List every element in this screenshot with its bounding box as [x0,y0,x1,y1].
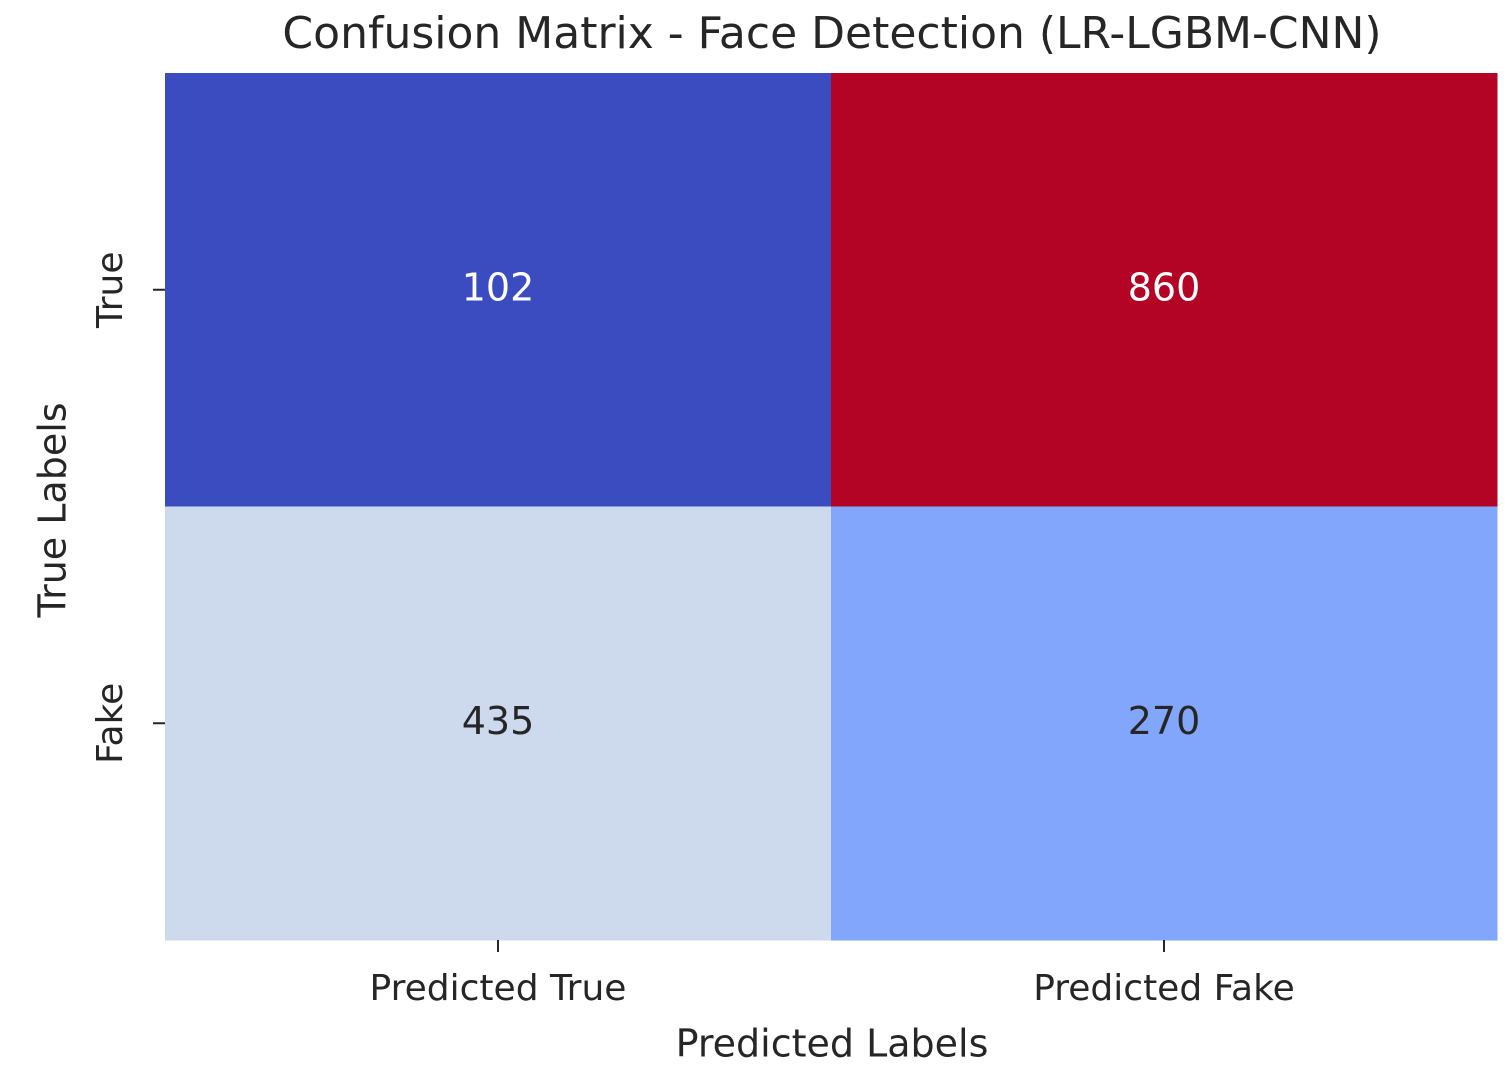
chart-title: Confusion Matrix - Face Detection (LR-LG… [282,8,1381,59]
heatmap-cell [831,73,1498,507]
heatmap-cell [165,506,832,941]
x-tick-label: Predicted Fake [1033,968,1295,1009]
cell-value-label: 102 [462,265,535,309]
y-axis-label: True Labels [31,402,75,618]
y-tick-label: Fake [90,683,131,764]
cell-value-label: 435 [462,699,535,743]
x-tick-label: Predicted True [370,968,627,1009]
heatmap-cell [165,73,832,507]
x-axis-label: Predicted Labels [676,1022,989,1066]
y-tick-label: True [90,252,131,329]
heatmap-cell [831,506,1498,941]
cell-value-label: 270 [1128,699,1201,743]
cell-value-label: 860 [1128,265,1201,309]
